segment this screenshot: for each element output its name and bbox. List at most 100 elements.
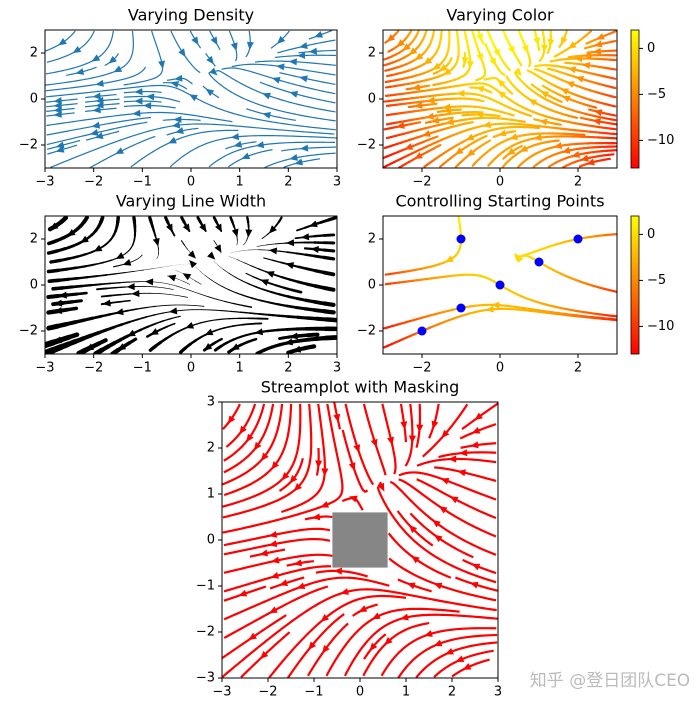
streamline [222, 403, 284, 486]
streamline-arrow [175, 127, 184, 135]
streamline-arrow [491, 301, 500, 309]
streamline-arrow [271, 76, 281, 84]
streamline-segment [215, 282, 223, 287]
streamline-arrow [53, 299, 63, 307]
streamline-segment [47, 238, 59, 246]
streamline [208, 70, 336, 122]
streamline-segment [322, 248, 336, 253]
streamline-segment [96, 287, 108, 291]
streamline-arrow [315, 460, 323, 469]
streamline-segment [533, 68, 541, 72]
streamline-segment [124, 270, 135, 274]
streamline-segment [76, 253, 88, 258]
streamline-arrow [53, 110, 62, 118]
streamline-segment [261, 234, 268, 240]
streamline-segment [243, 240, 247, 246]
streamline-arrow [414, 101, 423, 109]
streamlines [383, 216, 617, 349]
start-point [495, 280, 505, 290]
streamline-arrow [308, 641, 317, 650]
streamline-segment [383, 127, 391, 131]
streamline-arrow [561, 146, 571, 154]
streamline-segment [232, 323, 243, 327]
streamline-segment [322, 255, 336, 261]
streamline-arrow [493, 48, 501, 58]
streamline-segment [229, 256, 237, 260]
y-tick-label: 2 [207, 441, 215, 456]
streamline-arrow [289, 154, 298, 161]
streamline-arrow [423, 57, 433, 65]
streamline-segment [385, 122, 393, 126]
streamline-segment [119, 299, 131, 303]
streamline-segment [180, 263, 189, 266]
streamline-segment [131, 239, 135, 246]
streamline-segment [178, 346, 187, 354]
streamline-arrow [271, 556, 280, 564]
streamline-segment [171, 330, 180, 336]
streamline-segment [383, 62, 390, 67]
streamline [451, 658, 490, 678]
streamline-arrow [309, 220, 318, 228]
streamline-arrow [408, 524, 418, 534]
streamline-segment [534, 64, 541, 68]
streamline-arrow [92, 106, 101, 114]
streamline-arrow [279, 579, 289, 587]
streamline-arrow [91, 121, 101, 129]
streamline-segment [296, 315, 309, 320]
streamline-arrow [262, 112, 271, 119]
streamline-segment [195, 257, 202, 260]
streamline-segment [84, 263, 96, 268]
streamline-arrow [411, 555, 420, 564]
streamline-arrow [53, 97, 62, 105]
streamline-arrow [152, 237, 160, 247]
streamline-segment [500, 71, 506, 76]
streamline-segment [137, 254, 143, 260]
streamline-segment [286, 251, 298, 255]
streamline-segment [398, 164, 404, 168]
streamline-segment [80, 283, 93, 288]
streamline-segment [46, 323, 60, 331]
streamline-arrow [108, 55, 118, 64]
streamline-arrow [281, 472, 290, 481]
streamline [222, 403, 344, 534]
streamline [341, 429, 369, 493]
streamline-segment [548, 163, 554, 168]
streamline-segment [239, 311, 251, 314]
streamline-arrow [167, 274, 177, 282]
streamline-segment [252, 275, 261, 281]
subplot-title: Varying Line Width [116, 192, 266, 211]
start-point [417, 326, 427, 336]
subplot: Streamplot with Masking −3 −2 −1 0 1 2 3 −3 −2 −1 0… [196, 378, 502, 700]
streamlines [222, 402, 498, 678]
y-tick-label: 0 [30, 92, 38, 107]
streamline-segment [471, 162, 477, 167]
streamline-arrow [424, 630, 433, 637]
streamline [246, 108, 296, 121]
streamline-arrow [134, 88, 143, 96]
streamline-segment [148, 344, 158, 352]
streamline-arrow [168, 307, 178, 315]
streamline-arrow [246, 433, 254, 443]
streamline-segment [159, 293, 170, 295]
streamline-arrow [231, 228, 239, 238]
streamline-segment [278, 335, 291, 341]
streamline-segment [383, 326, 390, 330]
streamline-segment [432, 70, 439, 75]
x-tick-label: −1 [133, 175, 152, 190]
streamline-segment [286, 315, 300, 319]
streamline-segment [67, 255, 80, 260]
streamline-segment [100, 313, 112, 318]
subplot: Varying Line Width −3 −2 −1 0 1 2 3 −2 0 2 [19, 192, 341, 376]
x-tick-label: 3 [333, 175, 341, 190]
subplot-title: Varying Density [128, 6, 254, 25]
streamline-segment [46, 249, 60, 255]
streamline-segment [105, 273, 117, 276]
streamline-arrow [210, 36, 218, 46]
streamline-arrow [286, 239, 295, 247]
streamline [123, 100, 162, 103]
streamline-arrow [122, 258, 132, 266]
streamline-arrow [171, 121, 181, 129]
streamline [46, 98, 78, 103]
streamline-arrow [230, 42, 238, 52]
